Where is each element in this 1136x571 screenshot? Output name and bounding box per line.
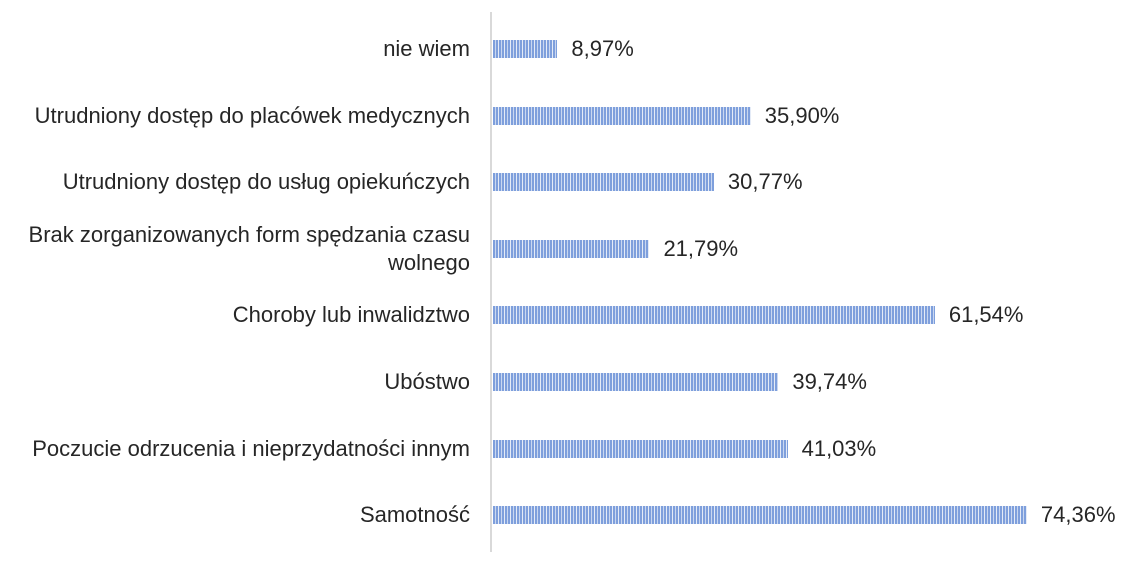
value-label: 74,36% [1040, 502, 1116, 528]
bar [493, 106, 751, 125]
value-label: 41,03% [801, 435, 877, 461]
bar [493, 173, 714, 192]
bar [493, 40, 558, 58]
category-label: Samotność [359, 502, 470, 528]
bar [493, 373, 779, 391]
value-label: 8,97% [571, 36, 634, 61]
bar [493, 506, 1027, 525]
value-label: 61,54% [948, 302, 1024, 328]
value-label: 35,90% [764, 102, 840, 128]
category-label: Choroby lub inwalidztwo [232, 302, 470, 328]
category-label: Utrudniony dostęp do usług opiekuńczych [62, 169, 470, 195]
axis-line [490, 12, 492, 552]
category-label: Poczucie odrzucenia i nieprzydatności in… [32, 435, 470, 461]
bar [493, 306, 935, 325]
category-label: Utrudniony dostęp do placówek medycznych [34, 102, 470, 128]
bar [493, 239, 650, 258]
category-label: nie wiem [383, 36, 470, 61]
bar [493, 439, 788, 458]
category-label: Ubóstwo [384, 369, 470, 394]
value-label: 21,79% [663, 235, 739, 261]
value-label: 39,74% [792, 369, 867, 394]
category-label: Brak zorganizowanych form spędzania czas… [28, 221, 470, 275]
value-label: 30,77% [727, 169, 803, 195]
